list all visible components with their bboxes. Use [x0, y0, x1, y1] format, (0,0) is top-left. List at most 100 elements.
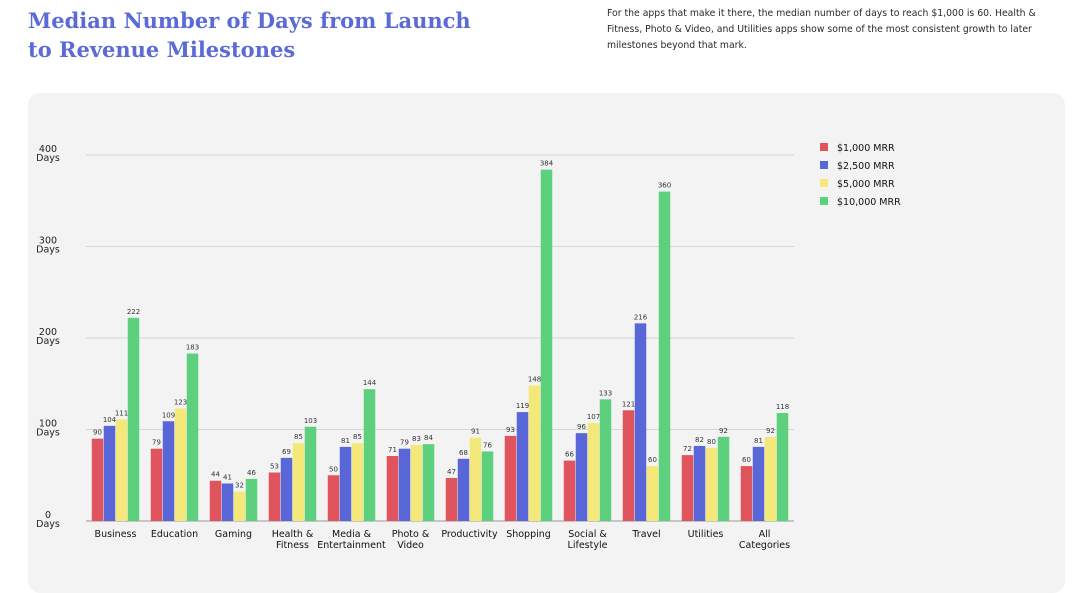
bar: [469, 437, 482, 521]
bar: [127, 317, 140, 521]
y-tick-label: 100 Days: [36, 419, 60, 439]
chart-title: Median Number of Days from Launch to Rev…: [28, 8, 471, 62]
bar: [681, 455, 694, 521]
x-tick-label: All Categories: [739, 529, 790, 551]
data-label: 68: [459, 449, 468, 457]
data-label: 121: [622, 400, 635, 408]
bar: [575, 433, 588, 521]
data-label: 60: [742, 456, 751, 464]
data-label: 71: [388, 446, 397, 454]
data-label: 79: [152, 439, 161, 447]
bar: [504, 435, 517, 521]
data-label: 93: [506, 426, 515, 434]
bar: [398, 448, 411, 521]
data-label: 133: [599, 389, 612, 397]
data-label: 81: [754, 437, 763, 445]
data-label: 148: [528, 376, 541, 384]
y-tick-label: 200 Days: [36, 327, 60, 347]
data-label: 103: [304, 417, 317, 425]
legend-swatch: [820, 179, 828, 187]
data-label: 384: [540, 160, 554, 168]
legend-label: $2,500 MRR: [837, 161, 895, 172]
bar: [776, 413, 789, 521]
bar: [516, 412, 529, 521]
data-label: 46: [247, 469, 256, 477]
bar: [764, 436, 777, 521]
bar: [304, 426, 317, 521]
bar: [705, 447, 718, 521]
bar: [646, 466, 659, 521]
bar: [162, 421, 175, 521]
bar: [339, 446, 352, 521]
legend-swatch: [820, 197, 828, 205]
data-label: 32: [235, 482, 244, 490]
bar: [445, 477, 458, 521]
data-label: 76: [483, 441, 492, 449]
data-label: 118: [776, 403, 789, 411]
data-label: 109: [162, 411, 175, 419]
legend-label: $1,000 MRR: [837, 143, 895, 154]
bar: [386, 456, 399, 521]
bar: [634, 323, 647, 521]
data-label: 60: [648, 456, 657, 464]
data-label: 50: [329, 465, 338, 473]
data-label: 144: [363, 379, 377, 387]
x-tick-label: Gaming: [215, 529, 252, 540]
data-label: 92: [766, 427, 775, 435]
data-label: 44: [211, 471, 220, 479]
x-tick-label: Education: [151, 529, 198, 540]
data-label: 82: [695, 436, 704, 444]
bar: [327, 475, 340, 521]
data-label: 53: [270, 463, 279, 471]
bar: [174, 408, 187, 521]
bar: [587, 423, 600, 521]
bar: [186, 353, 199, 521]
data-label: 85: [353, 433, 362, 441]
data-label: 84: [424, 434, 433, 442]
bar: [292, 443, 305, 521]
data-label: 104: [103, 416, 117, 424]
bar: [563, 460, 576, 521]
bar: [91, 438, 104, 521]
data-label: 47: [447, 468, 456, 476]
bar: [422, 444, 435, 521]
data-label: 69: [282, 448, 291, 456]
bar: [280, 457, 293, 521]
x-tick-label: Shopping: [506, 529, 551, 540]
bar: [658, 191, 671, 521]
bar: [457, 458, 470, 521]
x-tick-label: Productivity: [441, 529, 498, 540]
data-label: 80: [707, 438, 716, 446]
x-tick-label: Health & Fitness: [272, 529, 314, 551]
data-label: 79: [400, 439, 409, 447]
x-tick-label: Utilities: [688, 529, 724, 540]
data-label: 222: [127, 308, 140, 316]
bar: [481, 451, 494, 521]
data-label: 111: [115, 409, 128, 417]
bar: [363, 389, 376, 521]
x-tick-label: Business: [95, 529, 137, 540]
data-label: 216: [634, 313, 648, 321]
bar: [150, 448, 163, 521]
y-tick-label: 400 Days: [36, 144, 60, 164]
bar: [540, 169, 553, 521]
bar: [622, 410, 635, 521]
bar: [717, 436, 730, 521]
bar: [740, 466, 753, 521]
x-tick-label: Social & Lifestyle: [568, 529, 608, 551]
data-label: 123: [174, 398, 187, 406]
data-label: 85: [294, 433, 303, 441]
chart-description: For the apps that make it there, the med…: [607, 8, 1036, 51]
data-label: 360: [658, 182, 671, 190]
data-label: 66: [565, 451, 574, 459]
legend-label: $5,000 MRR: [837, 179, 895, 190]
bar: [221, 483, 234, 521]
y-tick-label: 300 Days: [36, 236, 60, 256]
x-tick-label: Photo & Video: [392, 529, 430, 551]
data-label: 72: [683, 445, 692, 453]
bar: [693, 445, 706, 521]
bar: [410, 445, 423, 521]
chart-panel: 0 Days 100 Days 200 Days 300 Days 400 Days 90 104 11…: [28, 93, 1065, 593]
bar: [103, 425, 116, 521]
